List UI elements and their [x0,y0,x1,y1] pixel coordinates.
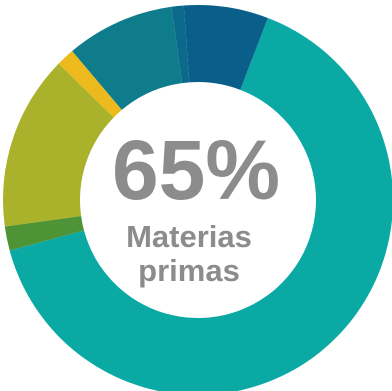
donut-slice-5 [72,6,182,110]
donut-slice-6 [171,5,190,84]
center-label-line1: Materias [126,219,252,254]
donut-slice-7 [183,4,268,90]
donut-slice-3 [2,63,114,227]
center-percentage: 65% [112,123,280,217]
donut-slices [2,4,392,391]
donut-slice-2 [4,216,85,251]
donut-slice-4 [58,51,122,118]
center-label-line2: primas [138,253,240,288]
donut-slice-1 [9,17,392,391]
